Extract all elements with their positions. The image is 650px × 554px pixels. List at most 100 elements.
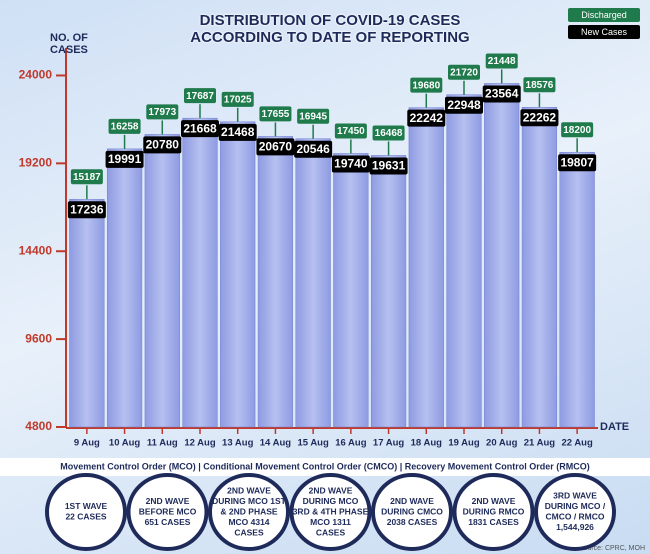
discharged-label: 17655 <box>262 109 290 120</box>
wave-circle <box>126 473 209 551</box>
new-cases-label-box <box>143 136 182 154</box>
y-tick-label: 9600 <box>25 331 52 345</box>
bar <box>295 138 331 428</box>
discharged-marker <box>108 118 141 134</box>
discharged-label: 17450 <box>337 126 365 137</box>
x-tick-label: 12 Aug <box>184 438 216 449</box>
wave-text: DURING MCO <box>303 496 359 506</box>
new-cases-label-box <box>105 150 144 168</box>
bar <box>521 107 558 428</box>
new-cases-label: 21468 <box>221 125 255 139</box>
new-cases-label: 20670 <box>259 140 293 154</box>
new-cases-label-box <box>181 120 219 138</box>
wave-circle <box>45 473 127 551</box>
phase-strip <box>0 458 650 476</box>
discharged-marker <box>410 77 443 93</box>
legend-swatch <box>568 25 640 39</box>
new-cases-label-box <box>445 96 483 114</box>
discharged-label: 19680 <box>412 80 440 91</box>
y-tick-label: 19200 <box>19 156 53 170</box>
wave-text: 2ND WAVE <box>390 496 434 506</box>
wave-text: BEFORE MCO <box>139 506 197 516</box>
bar <box>69 199 105 428</box>
new-cases-label-box <box>256 138 295 156</box>
discharged-marker <box>448 64 480 80</box>
bar <box>182 117 218 428</box>
new-cases-label: 19991 <box>108 152 142 166</box>
wave-text: & 2ND PHASE <box>220 506 277 516</box>
new-cases-label: 19740 <box>334 157 368 171</box>
bar <box>370 155 407 428</box>
wave-circle <box>289 473 372 551</box>
y-tick-label: 4800 <box>25 419 52 433</box>
wave-circle <box>452 473 535 551</box>
wave-text: 2ND WAVE <box>472 496 516 506</box>
bar <box>333 153 369 428</box>
new-cases-label-box <box>294 140 333 158</box>
discharged-marker <box>70 169 103 185</box>
wave-text: DURING MCO / <box>545 501 606 511</box>
discharged-marker <box>221 91 254 107</box>
bar <box>446 94 482 428</box>
wave-text: 3RD & 4TH PHASE <box>293 506 369 516</box>
discharged-label: 15187 <box>73 172 101 183</box>
wave-text: 1,544,926 <box>556 522 594 532</box>
wave-text: MCO 4314 <box>228 517 269 527</box>
legend-label: New Cases <box>581 27 628 37</box>
x-tick-label: 19 Aug <box>448 438 480 449</box>
wave-text: 2ND WAVE <box>146 496 190 506</box>
bar <box>408 107 444 428</box>
bar <box>144 134 180 428</box>
x-tick-label: 14 Aug <box>260 438 292 449</box>
new-cases-label-box <box>218 123 257 141</box>
x-tick-label: 21 Aug <box>524 438 556 449</box>
discharged-label: 21448 <box>488 56 516 67</box>
discharged-marker <box>561 122 594 138</box>
x-tick-label: 16 Aug <box>335 438 367 449</box>
new-cases-label: 22262 <box>523 110 557 124</box>
x-tick-label: 10 Aug <box>109 438 141 449</box>
bar <box>559 151 595 428</box>
discharged-marker <box>523 77 556 93</box>
legend-label: Discharged <box>581 10 627 20</box>
new-cases-label-box <box>407 109 446 127</box>
new-cases-label-box <box>558 154 597 172</box>
new-cases-label: 22242 <box>410 111 444 125</box>
new-cases-label-box <box>482 85 521 103</box>
new-cases-label-box <box>369 157 408 175</box>
title: DISTRIBUTION OF COVID-19 CASES ACCORDING… <box>190 12 470 46</box>
discharged-marker <box>485 53 518 69</box>
new-cases-label: 17236 <box>70 202 104 216</box>
x-tick-label: 20 Aug <box>486 438 518 449</box>
y-tick-label: 14400 <box>19 243 53 257</box>
x-tick-label: 15 Aug <box>297 438 329 449</box>
discharged-label: 17025 <box>224 94 252 105</box>
wave-circle <box>534 473 616 551</box>
new-cases-label: 20780 <box>146 138 180 152</box>
wave-text: CMCO / RMCO <box>545 512 604 522</box>
wave-text: CASES <box>234 527 264 537</box>
new-cases-label-box <box>67 201 106 219</box>
wave-text: 1831 CASES <box>468 517 519 527</box>
legend-swatch <box>568 8 640 22</box>
bar <box>106 148 143 428</box>
new-cases-label: 20546 <box>296 142 330 156</box>
wave-text: 22 CASES <box>65 512 106 522</box>
discharged-marker <box>297 108 330 124</box>
source: Source: CPRC, MOH <box>579 545 645 552</box>
wave-text: 651 CASES <box>145 517 191 527</box>
wave-text: 3RD WAVE <box>553 491 597 501</box>
discharged-label: 18200 <box>563 125 591 136</box>
y-tick-label: 24000 <box>19 68 53 82</box>
discharged-label: 17687 <box>186 91 214 102</box>
x-tick-label: 17 Aug <box>373 438 405 449</box>
wave-text: 2ND WAVE <box>309 485 353 495</box>
new-cases-label-box <box>520 109 559 127</box>
discharged-marker <box>259 106 292 122</box>
wave-text: 1ST WAVE <box>65 501 108 511</box>
new-cases-label: 19807 <box>560 155 594 169</box>
x-tick-label: 18 Aug <box>411 438 443 449</box>
wave-circle <box>371 473 453 551</box>
x-tick-label: 22 Aug <box>561 438 593 449</box>
